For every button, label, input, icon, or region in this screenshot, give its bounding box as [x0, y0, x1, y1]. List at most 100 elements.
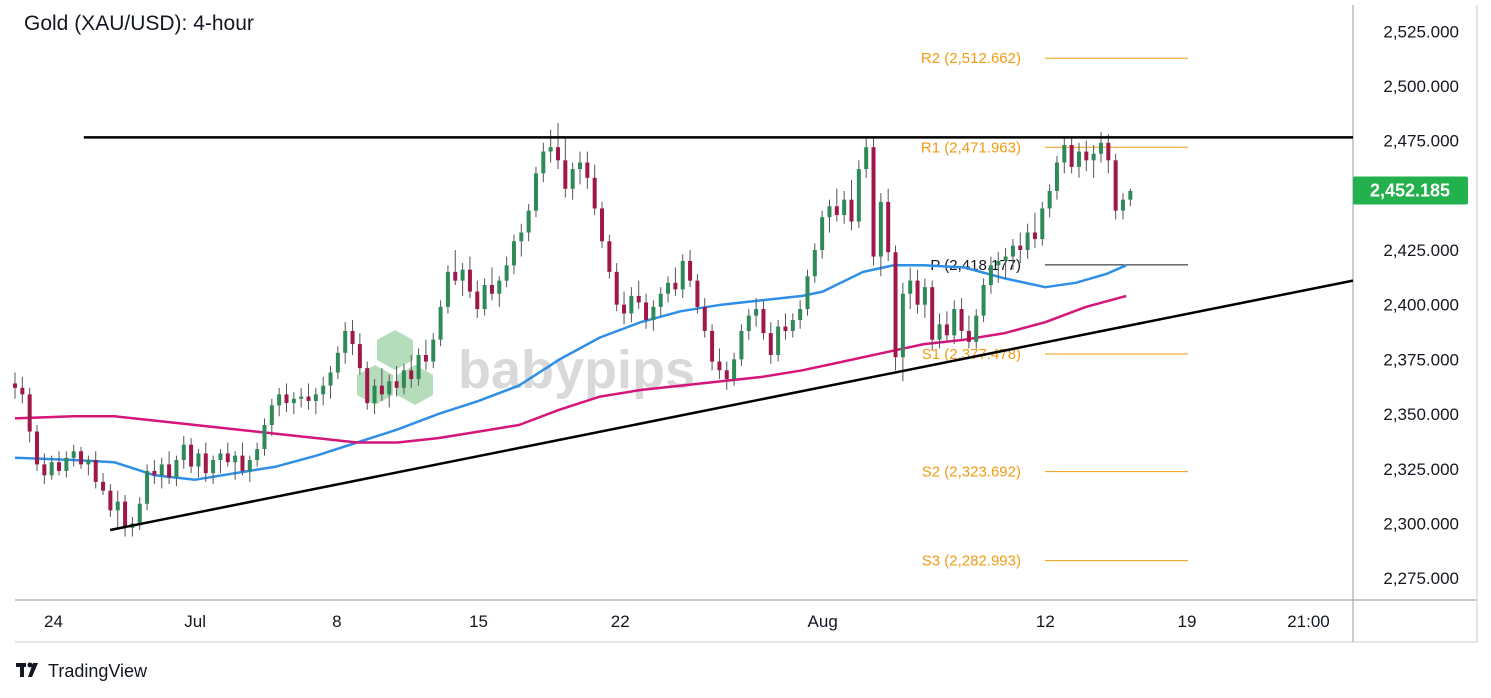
y-tick-label: 2,350.000 [1383, 405, 1459, 424]
candle-body [255, 449, 260, 460]
candle-body [878, 201, 883, 257]
candle-body [900, 293, 905, 358]
time-axis: 24 Jul 8 15 22 Aug 12 19 21:00 [44, 612, 1330, 631]
candle-body [783, 326, 788, 331]
candle-body [886, 201, 891, 253]
candle-body [225, 453, 230, 463]
candle-body [460, 269, 465, 281]
x-tick-label: Aug [808, 612, 838, 631]
candle-body [423, 355, 428, 362]
candle-body [592, 177, 597, 209]
candle-body [856, 169, 861, 222]
candle-body [578, 162, 583, 170]
y-tick-label: 2,475.000 [1383, 132, 1459, 151]
candle-body [409, 370, 414, 380]
candle-body [86, 460, 91, 465]
candle-body [218, 453, 223, 460]
candle-body [555, 147, 560, 161]
candle-body [1084, 151, 1089, 161]
candle-body [203, 453, 208, 474]
candle-body [299, 396, 304, 399]
pivot-level-label: R2 (2,512.662) [921, 50, 1021, 67]
candle-body [49, 462, 54, 476]
candle-body [1098, 142, 1103, 154]
candle-body [1069, 145, 1074, 167]
candle-body [71, 451, 76, 458]
candle-body [754, 309, 759, 316]
candle-body [123, 501, 128, 528]
candle-body [739, 330, 744, 360]
candle-body [585, 162, 590, 178]
candle-body [1120, 199, 1125, 211]
candle-body [42, 464, 47, 476]
candle-body [167, 464, 172, 478]
candle-body [1106, 142, 1111, 161]
candle-body [893, 252, 898, 358]
candle-body [401, 370, 406, 388]
candle-body [1113, 160, 1118, 211]
current-price-badge: 2,452.185 [1353, 176, 1468, 205]
candle-body [262, 425, 267, 450]
candlesticks [13, 123, 1133, 537]
candle-body [357, 344, 362, 369]
candle-body [812, 250, 817, 277]
candle-body [511, 241, 516, 266]
candle-body [1128, 190, 1133, 200]
candle-body [504, 265, 509, 281]
candle-body [438, 306, 443, 340]
candle-body [614, 271, 619, 305]
y-tick-label: 2,400.000 [1383, 296, 1459, 315]
candle-body [372, 385, 377, 404]
candle-body [922, 287, 927, 305]
y-tick-label: 2,375.000 [1383, 350, 1459, 369]
y-tick-label: 2,500.000 [1383, 77, 1459, 96]
candle-body [211, 460, 216, 474]
candle-body [416, 355, 421, 380]
candle-body [1054, 162, 1059, 191]
candle-body [864, 147, 869, 170]
candle-body [1076, 151, 1081, 167]
candle-body [988, 265, 993, 285]
candle-body [724, 370, 729, 380]
candle-body [1091, 153, 1096, 161]
candle-body [328, 372, 333, 386]
candle-body [115, 501, 120, 511]
candle-body [365, 368, 370, 404]
candle-body [636, 295, 641, 303]
candle-body [600, 208, 605, 242]
candle-body [431, 339, 436, 362]
x-tick-label: 22 [611, 612, 630, 631]
candle-body [952, 309, 957, 336]
candle-body [805, 276, 810, 310]
candle-body [570, 169, 575, 189]
candle-body [519, 232, 524, 242]
candle-body [790, 320, 795, 331]
candle-body [996, 260, 1001, 266]
chart-title: Gold (XAU/USD): 4-hour [24, 12, 254, 35]
moving-averages [14, 264, 1127, 481]
tradingview-logo-icon [16, 662, 38, 677]
candle-body [35, 431, 40, 465]
candle-body [343, 330, 348, 353]
candle-body [842, 199, 847, 215]
candle-body [966, 330, 971, 342]
candle-body [1032, 232, 1037, 240]
pivot-level-label: S3 (2,282.993) [922, 553, 1021, 570]
candle-body [321, 385, 326, 395]
candle-body [930, 287, 935, 340]
candle-body [666, 282, 671, 294]
candle-body [137, 503, 142, 524]
candle-body [453, 271, 458, 281]
candle-body [798, 309, 803, 320]
candle-body [688, 260, 693, 281]
x-tick-label: 15 [469, 612, 488, 631]
candle-body [533, 173, 538, 211]
candle-body [145, 470, 150, 504]
y-tick-label: 2,275.000 [1383, 569, 1459, 588]
candle-body [658, 293, 663, 307]
x-tick-label: 12 [1036, 612, 1055, 631]
current-price-badge-bg [1353, 176, 1468, 205]
pivot-level-label: R1 (2,471.963) [921, 139, 1021, 156]
candle-body [1040, 208, 1045, 240]
